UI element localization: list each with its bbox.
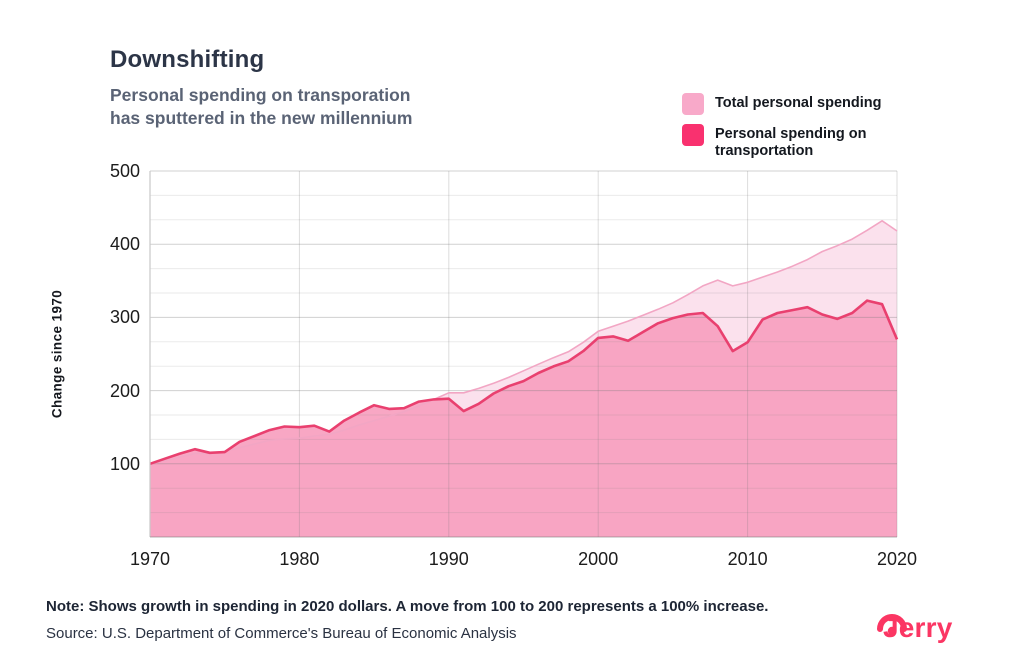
y-tick-label: 100	[109, 453, 140, 474]
y-tick-label: 400	[109, 234, 140, 255]
page-title: Downshifting	[110, 46, 265, 73]
x-tick-label: 1970	[129, 549, 171, 569]
series-fill-1	[150, 300, 897, 537]
x-tick-label: 2000	[578, 549, 619, 569]
chart-area-fills	[150, 220, 897, 538]
x-tick-label: 2020	[876, 549, 918, 569]
chart-series-lines	[149, 220, 899, 466]
chart-source: Source: U.S. Department of Commerce's Bu…	[46, 625, 517, 642]
legend-item-total: Total personal spending	[682, 93, 905, 115]
jerry-logo: Jerry	[876, 612, 953, 644]
jerry-logo-icon	[877, 614, 907, 636]
y-tick-label: 200	[109, 380, 140, 401]
y-tick-label: 300	[109, 307, 140, 328]
series-line-1	[149, 299, 899, 466]
x-tick-label: 1990	[428, 549, 469, 569]
total-spending-swatch	[682, 93, 704, 115]
legend-label-total: Total personal spending	[715, 95, 882, 111]
chart-axis-frame	[149, 171, 897, 538]
legend-item-transportation: Personal spending on transportation	[682, 124, 905, 159]
y-tick-label: 500	[109, 161, 140, 181]
transportation-spending-swatch	[682, 124, 704, 146]
x-tick-label: 2010	[727, 549, 768, 569]
chart-legend: Total personal spending Personal spendin…	[682, 93, 905, 168]
series-line-0	[149, 220, 898, 465]
x-tick-label: 1980	[279, 549, 320, 569]
chart-note: Note: Shows growth in spending in 2020 d…	[46, 598, 769, 615]
chart-subtitle: Personal spending on transporation has s…	[110, 85, 413, 129]
legend-label-transportation: Personal spending on transportation	[715, 126, 867, 159]
chart-gridlines	[149, 170, 898, 537]
